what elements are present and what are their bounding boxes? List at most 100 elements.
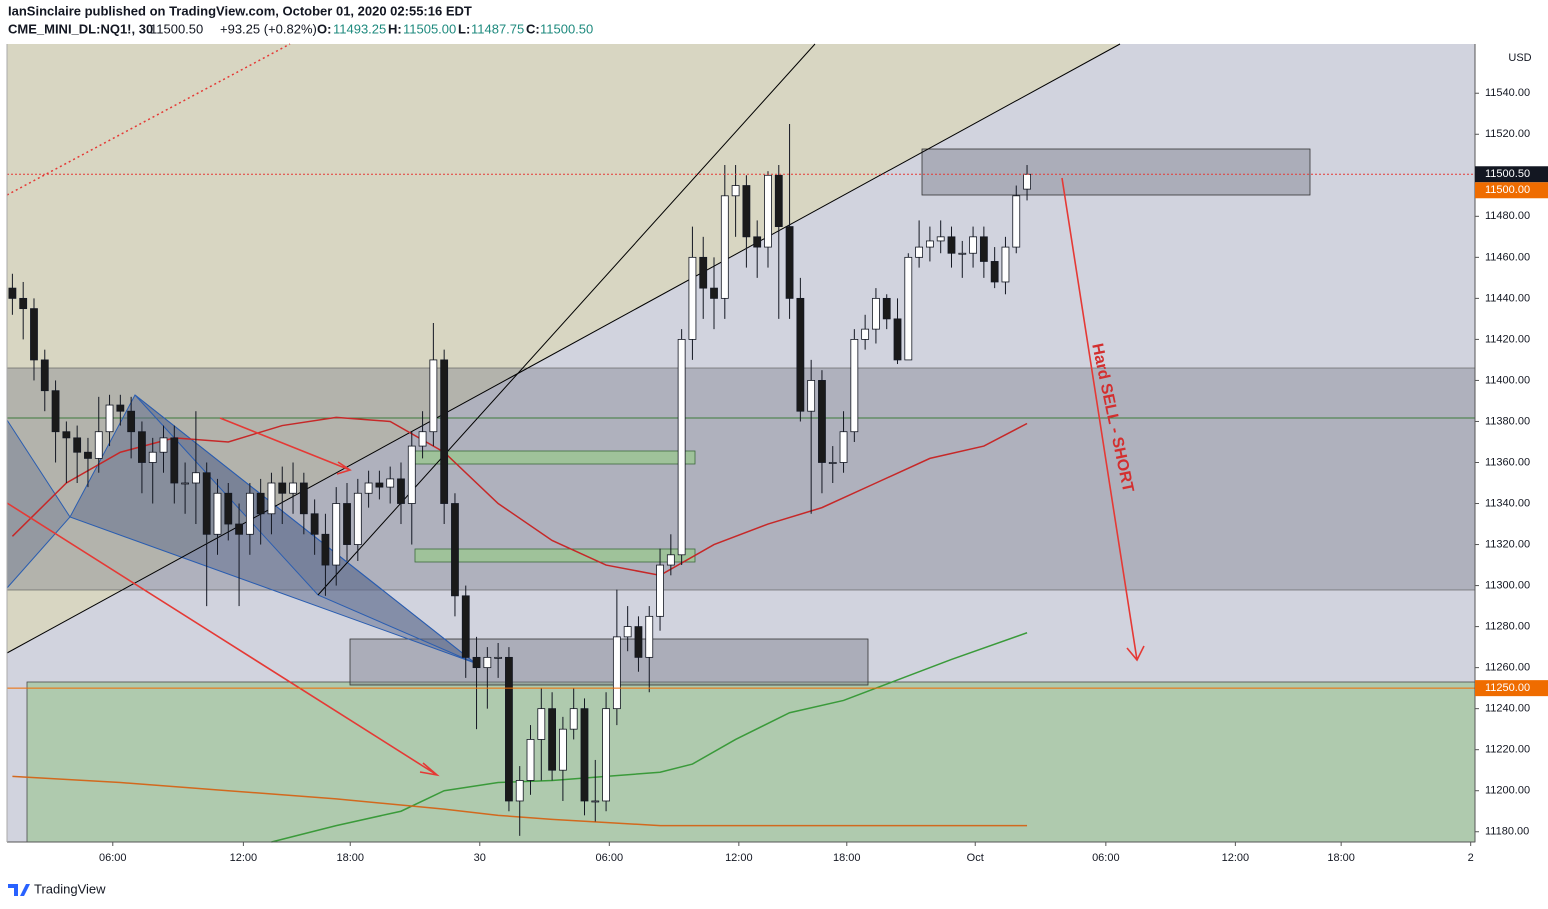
y-tick-label: 11540.00	[1485, 87, 1530, 99]
candle-body	[116, 404, 125, 412]
candle-body	[30, 308, 38, 361]
x-tick-label: 06:00	[99, 852, 127, 864]
last-price: 11500.50	[150, 21, 203, 36]
candle-body	[94, 431, 103, 459]
candle-body	[785, 226, 794, 299]
candle-body	[19, 297, 28, 310]
candle-body	[138, 431, 146, 463]
candle-body	[580, 708, 589, 802]
moving-average	[11, 416, 1028, 577]
currency: USD	[1508, 52, 1531, 64]
y-tick-label: 11480.00	[1485, 210, 1530, 222]
candle-body	[591, 800, 600, 803]
y-tick-label: 11220.00	[1485, 744, 1530, 756]
trend-line	[6, 43, 1121, 654]
price-labels: 11500.50 11500.00 11250.00	[1475, 166, 1548, 697]
change: +93.25 (+0.82%)	[220, 21, 317, 36]
candle-body	[699, 256, 708, 289]
candle-body	[1023, 173, 1031, 190]
candle-body	[418, 431, 427, 447]
candle-body	[332, 503, 341, 566]
candle-body	[127, 410, 136, 433]
o-value: 11493.25	[333, 21, 386, 36]
candle-body	[796, 297, 805, 412]
y-tick-label: 11520.00	[1485, 128, 1530, 140]
arrow	[1061, 177, 1145, 662]
candle-body	[979, 236, 988, 262]
candle-body	[688, 256, 697, 340]
candle-body	[159, 437, 168, 453]
y-tick-label: 11380.00	[1485, 415, 1530, 427]
candle-body	[343, 503, 351, 545]
candle-body	[515, 780, 524, 802]
candle-body	[537, 708, 546, 740]
c-label: C:	[526, 21, 540, 36]
y-tick-label: 11260.00	[1485, 662, 1530, 674]
candle-body	[1012, 195, 1021, 248]
candle-body	[882, 297, 891, 320]
candle-body	[224, 492, 233, 525]
candle-body	[375, 482, 384, 488]
candle-body	[602, 708, 610, 802]
x-tick-label: 12:00	[725, 852, 753, 864]
candle-body	[656, 564, 664, 617]
candle-body	[386, 478, 395, 488]
candle-body	[861, 328, 870, 340]
candle-body	[364, 482, 373, 494]
y-tick-label: 11360.00	[1485, 456, 1530, 468]
c-value: 11500.50	[540, 21, 593, 36]
candle-body	[235, 523, 243, 535]
candle-body	[764, 174, 772, 248]
moving-average	[12, 775, 1028, 827]
candle-body	[990, 261, 999, 283]
candle-body	[289, 482, 297, 494]
y-tick-label: 11300.00	[1485, 579, 1530, 591]
candle-body	[84, 451, 92, 459]
candle-body	[947, 236, 956, 254]
candle-body	[893, 318, 902, 361]
candle-body	[429, 359, 438, 433]
candle-body	[310, 513, 319, 535]
arrow	[219, 417, 352, 475]
price-label: 11500.50	[1485, 168, 1530, 180]
candle-body	[483, 656, 492, 669]
candle-body	[623, 626, 632, 638]
moving-average	[271, 632, 1028, 843]
demand-zone	[26, 681, 1476, 843]
candle-body	[321, 533, 330, 566]
candle-body	[872, 297, 880, 330]
y-tick-label: 11460.00	[1485, 251, 1530, 263]
candle-body	[936, 236, 945, 242]
y-tick-label: 11280.00	[1485, 621, 1530, 633]
y-tick-label: 11320.00	[1485, 538, 1530, 550]
candle-body	[634, 626, 643, 658]
price-label-box	[1475, 680, 1548, 697]
candle-body	[839, 431, 848, 463]
y-tick-label: 11200.00	[1485, 785, 1530, 797]
candle-body	[850, 339, 859, 433]
candle-body	[925, 240, 934, 248]
x-tick-label: Oct	[967, 852, 984, 864]
green-box	[414, 450, 696, 465]
l-value: 11487.75	[471, 21, 524, 36]
candle-body	[677, 339, 686, 556]
candle-body	[710, 287, 718, 299]
y-tick-label: 11440.00	[1485, 292, 1530, 304]
candle-body	[742, 185, 751, 238]
candle-body	[505, 656, 513, 802]
x-tick-label: 18:00	[833, 852, 861, 864]
l-label: L:	[458, 21, 470, 36]
candle-body	[666, 554, 675, 566]
y-tick-label: 11400.00	[1485, 374, 1530, 386]
candle-body	[472, 656, 481, 669]
candle-body	[645, 615, 654, 658]
candle-body	[731, 185, 740, 197]
symbol: CME_MINI_DL:NQ1!, 30	[8, 21, 153, 36]
y-tick-label: 11180.00	[1485, 826, 1529, 838]
candle-body	[494, 656, 503, 659]
candle-body	[461, 595, 470, 658]
candle-body	[807, 380, 816, 412]
x-tick-label: 2	[1468, 852, 1474, 864]
candle-body	[397, 478, 405, 504]
o-label: O:	[317, 21, 331, 36]
